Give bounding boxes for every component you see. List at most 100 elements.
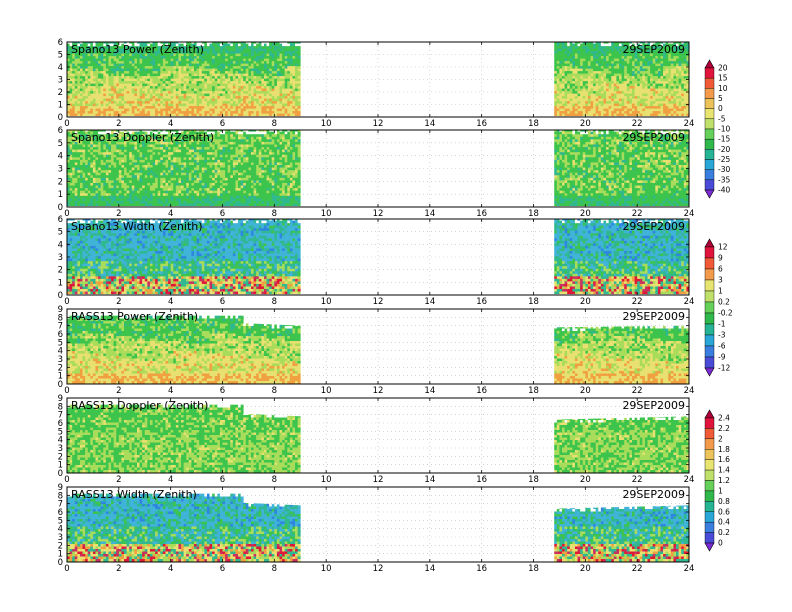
heat-cell xyxy=(600,103,604,107)
heat-cell xyxy=(598,43,602,47)
heat-cell xyxy=(183,68,187,72)
heat-cell xyxy=(261,75,265,79)
heat-cell xyxy=(660,48,664,52)
heat-cell xyxy=(201,103,205,107)
heat-cell xyxy=(683,58,687,62)
heat-cell xyxy=(608,73,612,77)
heat-cell xyxy=(121,90,125,94)
heat-cell xyxy=(188,110,192,114)
heat-cell xyxy=(170,83,174,87)
heat-cell xyxy=(98,108,102,112)
heat-cell xyxy=(253,80,257,84)
heat-cell xyxy=(186,55,190,59)
heat-cell xyxy=(600,75,604,79)
heat-cell xyxy=(619,78,622,82)
heat-cell xyxy=(157,68,161,72)
heat-cell xyxy=(126,80,130,84)
heat-cell xyxy=(238,73,241,77)
heat-cell xyxy=(629,113,633,117)
heat-cell xyxy=(95,93,99,97)
heat-cell xyxy=(670,53,674,57)
heat-cell xyxy=(652,93,656,97)
heat-cell xyxy=(230,42,234,44)
heat-cell xyxy=(554,50,558,54)
heat-cell xyxy=(637,95,641,99)
heat-cell xyxy=(144,90,148,94)
heat-cell xyxy=(585,88,589,92)
heat-cell xyxy=(105,172,109,176)
heat-cell xyxy=(72,53,76,57)
heat-cell xyxy=(600,60,604,64)
heat-cell xyxy=(105,50,109,54)
heat-cell xyxy=(593,83,597,87)
heat-cell xyxy=(129,42,133,44)
heat-cell xyxy=(567,63,571,67)
heat-cell xyxy=(144,103,148,107)
heat-cell xyxy=(121,110,125,114)
heat-cell xyxy=(603,65,607,69)
heat-cell xyxy=(196,50,200,54)
heat-cell xyxy=(85,136,89,140)
heat-cell xyxy=(629,85,633,89)
heat-cell xyxy=(670,50,674,54)
heat-cell xyxy=(181,63,184,67)
heat-cell xyxy=(295,53,299,57)
heat-cell xyxy=(111,164,114,168)
heat-cell xyxy=(170,53,174,57)
heat-cell xyxy=(580,60,584,64)
heat-cell xyxy=(147,88,151,92)
heat-cell xyxy=(173,65,177,69)
heat-cell xyxy=(585,55,589,59)
heat-cell xyxy=(173,48,177,52)
heat-cell xyxy=(118,164,122,168)
heat-cell xyxy=(105,180,109,183)
heat-cell xyxy=(631,85,635,89)
heat-cell xyxy=(297,78,301,82)
heat-cell xyxy=(554,70,558,74)
heat-cell xyxy=(149,108,153,112)
heat-cell xyxy=(225,55,229,59)
heat-cell xyxy=(657,55,661,59)
heat-cell xyxy=(188,105,192,109)
heat-cell xyxy=(655,43,659,47)
heat-cell xyxy=(90,110,94,114)
heat-cell xyxy=(665,108,669,112)
heat-cell xyxy=(165,50,169,54)
heat-cell xyxy=(95,48,99,52)
heat-cell xyxy=(170,50,174,54)
heat-cell xyxy=(168,53,172,57)
heat-cell xyxy=(139,63,143,67)
heat-cell xyxy=(147,68,151,72)
heat-cell xyxy=(232,53,236,57)
heat-cell xyxy=(111,190,114,194)
heat-cell xyxy=(663,75,667,79)
heat-cell xyxy=(598,78,602,82)
heat-cell xyxy=(113,80,117,84)
heat-cell xyxy=(251,100,254,104)
heat-cell xyxy=(556,68,560,72)
heat-cell xyxy=(556,90,560,94)
heat-cell xyxy=(100,53,104,57)
heat-cell xyxy=(87,58,91,62)
heat-cell xyxy=(600,70,604,74)
heat-cell xyxy=(637,63,641,67)
heat-cell xyxy=(79,58,83,62)
heat-cell xyxy=(297,73,301,77)
heat-cell xyxy=(562,58,565,62)
heat-cell xyxy=(269,83,273,87)
heat-cell xyxy=(118,65,122,69)
heat-cell xyxy=(564,48,568,52)
heat-cell xyxy=(683,48,687,52)
heat-cell xyxy=(556,63,560,67)
heat-cell xyxy=(639,83,643,87)
heat-cell xyxy=(274,95,278,99)
heat-cell xyxy=(644,50,648,54)
heat-cell xyxy=(217,68,221,72)
heat-cell xyxy=(209,85,213,89)
heat-cell xyxy=(82,162,86,165)
heat-cell xyxy=(126,63,130,67)
heat-cell xyxy=(149,43,153,47)
heat-cell xyxy=(222,50,226,54)
heat-cell xyxy=(186,110,190,114)
heat-cell xyxy=(74,154,78,158)
